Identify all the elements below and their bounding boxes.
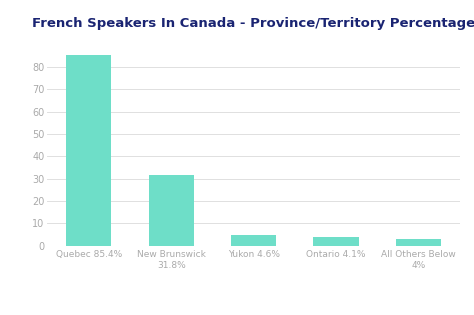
Title: French Speakers In Canada - Province/Territory Percentage: French Speakers In Canada - Province/Ter… [32,17,474,30]
Bar [231,235,276,246]
Bar [66,55,111,246]
Bar [396,239,441,246]
Bar [148,175,194,246]
Bar [313,237,359,246]
